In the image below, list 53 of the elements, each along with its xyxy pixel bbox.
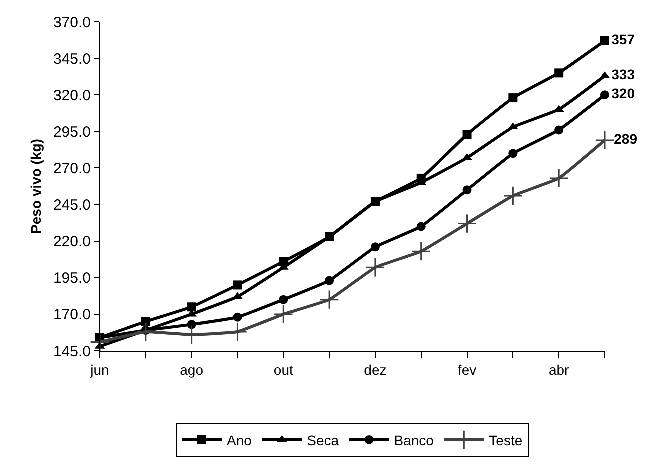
point bbox=[600, 36, 610, 46]
point bbox=[274, 304, 294, 324]
point bbox=[370, 242, 380, 252]
legend-label: Seca bbox=[307, 432, 340, 448]
point bbox=[325, 276, 334, 286]
x-tick-label: abr bbox=[548, 362, 570, 378]
y-tick-label: 320.0 bbox=[53, 87, 91, 104]
x-tick-label: ago bbox=[180, 362, 204, 378]
point bbox=[141, 317, 150, 326]
point bbox=[554, 68, 564, 78]
legend-label: Banco bbox=[394, 432, 434, 448]
data-label: 333 bbox=[612, 66, 636, 83]
point bbox=[508, 149, 518, 158]
y-tick-label: 220.0 bbox=[53, 234, 91, 251]
x-tick-label: dez bbox=[364, 362, 387, 378]
point bbox=[233, 280, 242, 290]
y-tick-label: 345.0 bbox=[53, 50, 91, 68]
legend-label: Ano bbox=[227, 432, 252, 448]
point bbox=[366, 258, 386, 278]
point bbox=[503, 186, 524, 206]
point bbox=[462, 186, 472, 195]
y-axis-title: Peso vivo (kg) bbox=[28, 139, 44, 234]
x-tick-label: out bbox=[274, 362, 294, 378]
y-tick-label: 295.0 bbox=[53, 124, 91, 141]
point bbox=[233, 312, 242, 322]
point bbox=[508, 94, 518, 103]
data-label: 320 bbox=[612, 86, 636, 102]
legend-label: Teste bbox=[489, 432, 523, 448]
y-tick-label: 270.0 bbox=[53, 160, 91, 178]
point bbox=[416, 222, 426, 232]
point bbox=[228, 322, 248, 342]
point bbox=[187, 302, 196, 312]
point bbox=[187, 320, 196, 330]
y-tick-label: 370.0 bbox=[53, 14, 91, 32]
point bbox=[232, 292, 243, 300]
point bbox=[279, 295, 288, 304]
point bbox=[549, 168, 569, 188]
y-tick-label: 195.0 bbox=[53, 270, 91, 288]
point bbox=[320, 290, 340, 310]
point bbox=[595, 130, 615, 150]
point bbox=[600, 90, 610, 100]
point bbox=[462, 153, 472, 160]
x-tick-label: fev bbox=[458, 362, 477, 378]
data-label: 289 bbox=[614, 130, 638, 147]
y-tick-label: 145.0 bbox=[53, 343, 91, 360]
point bbox=[412, 242, 432, 262]
data-label: 357 bbox=[612, 32, 636, 48]
point bbox=[457, 214, 478, 234]
point bbox=[554, 126, 564, 135]
x-tick-label: jun bbox=[90, 362, 110, 378]
y-tick-label: 170.0 bbox=[53, 306, 91, 324]
point bbox=[462, 130, 472, 140]
y-tick-label: 245.0 bbox=[53, 197, 91, 214]
